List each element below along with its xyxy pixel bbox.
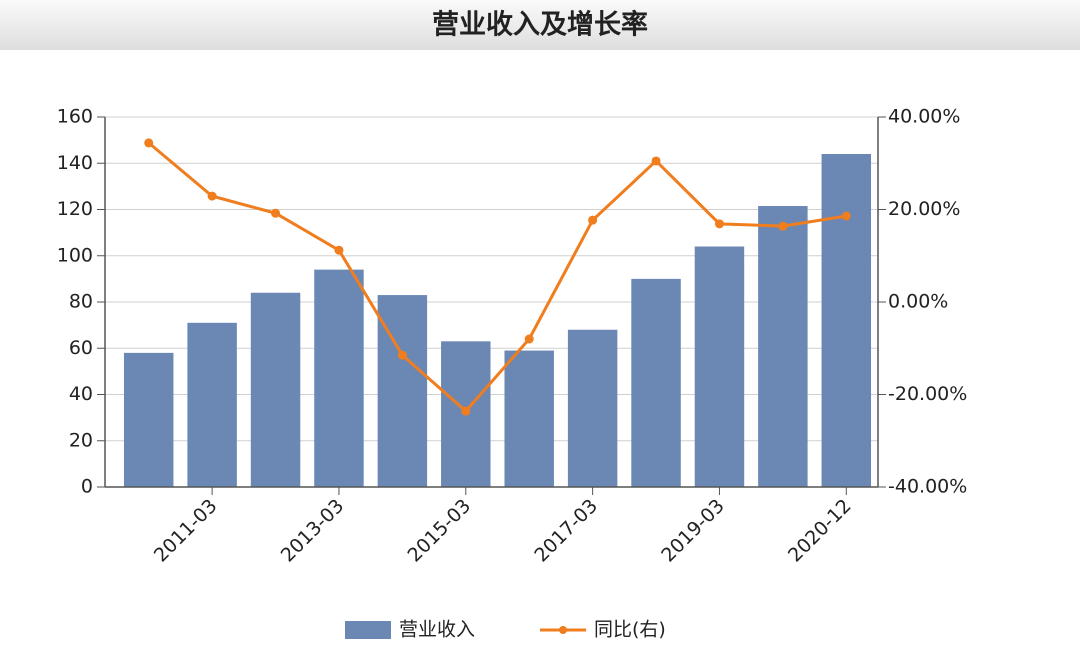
- line-point: [334, 245, 344, 255]
- bar: [694, 246, 745, 487]
- line-point: [271, 208, 281, 218]
- y2-tick-label: -20.00%: [888, 383, 967, 405]
- title-bar: [0, 0, 1080, 50]
- legend-label: 营业收入: [399, 619, 475, 641]
- y2-tick-label: 20.00%: [888, 198, 960, 220]
- legend-label: 同比(右): [594, 619, 666, 641]
- bar: [250, 292, 301, 487]
- line-point: [841, 211, 851, 221]
- bar: [631, 278, 681, 487]
- y-tick-label: 120: [57, 198, 93, 220]
- y-tick-label: 20: [69, 429, 93, 451]
- legend-swatch: [345, 621, 391, 639]
- bar: [187, 322, 237, 487]
- y-tick-label: 80: [69, 291, 93, 313]
- line-point: [588, 215, 598, 225]
- line-point: [778, 221, 788, 231]
- y-tick-label: 0: [81, 476, 93, 498]
- line-point: [207, 191, 217, 201]
- x-tick-label: 2015-03: [404, 495, 476, 567]
- bar: [567, 329, 618, 487]
- line-point: [651, 156, 661, 166]
- y2-tick-label: 40.00%: [888, 106, 960, 128]
- line-point: [397, 350, 407, 360]
- bar: [821, 154, 872, 487]
- x-tick-label: 2011-03: [150, 495, 222, 567]
- x-tick-label: 2013-03: [277, 495, 349, 567]
- legend-dot: [559, 626, 567, 634]
- line: [147, 141, 847, 414]
- bar: [504, 350, 554, 487]
- x-tick-label: 2020-12: [784, 495, 856, 567]
- line-point: [144, 138, 154, 148]
- y-tick-label: 160: [57, 106, 93, 128]
- y-tick-label: 60: [69, 337, 93, 359]
- y-tick-label: 40: [69, 383, 93, 405]
- bar: [123, 352, 174, 487]
- y-tick-label: 140: [57, 152, 93, 174]
- x-tick-label: 2017-03: [530, 495, 602, 567]
- x-tick-label: 2019-03: [657, 495, 729, 567]
- y2-tick-label: -40.00%: [888, 476, 967, 498]
- bar: [758, 206, 808, 487]
- line-point: [524, 334, 534, 344]
- bar: [314, 269, 364, 487]
- y-tick-label: 100: [57, 244, 93, 266]
- line-point: [461, 406, 471, 416]
- chart-title: 营业收入及增长率: [432, 9, 648, 41]
- y2-tick-label: 0.00%: [888, 291, 948, 313]
- line-point: [714, 219, 724, 229]
